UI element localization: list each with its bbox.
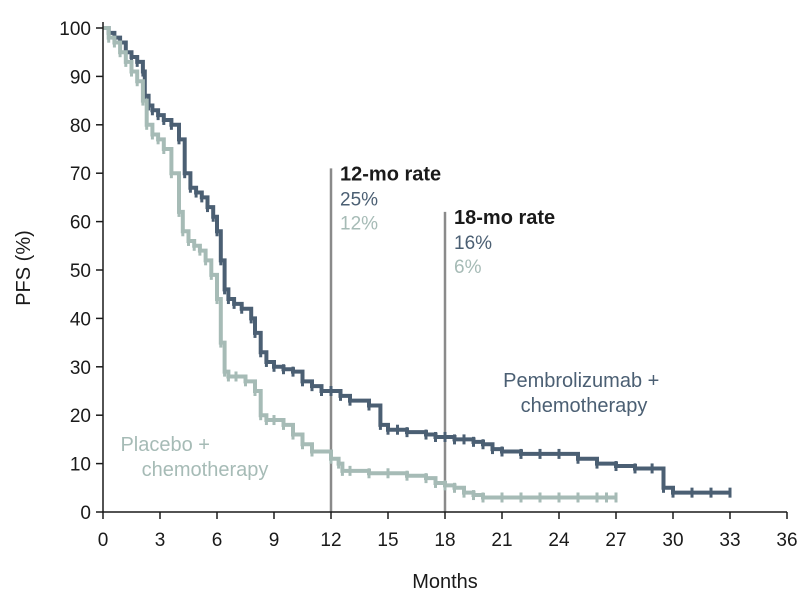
- rate-annotations: 12-mo rate 25% 12% 18-mo rate 16% 6%: [340, 163, 555, 278]
- tick-labels: 0 3 6 9 12 15 18 21 24 27 30 33 36010203040506070809…: [59, 19, 797, 551]
- annotation-title-12mo: 12-mo rate: [340, 163, 441, 185]
- annotation-value-12mo-pembrolizumab: 25%: [340, 189, 378, 210]
- y-tick-label: 100: [59, 19, 91, 40]
- y-tick-label: 0: [80, 503, 91, 524]
- y-axis-title: PFS (%): [13, 230, 35, 306]
- x-tick-label: 12: [320, 530, 341, 551]
- y-tick-label: 90: [70, 67, 91, 88]
- y-tick-label: 20: [70, 406, 91, 427]
- x-tick-label: 9: [269, 530, 280, 551]
- y-tick-label: 30: [70, 358, 91, 379]
- survival-curves: [103, 26, 732, 503]
- x-tick-label: 6: [212, 530, 223, 551]
- series-label-placebo-line1: Placebo +: [120, 434, 210, 456]
- y-tick-label: 60: [70, 213, 91, 234]
- x-axis-title: Months: [412, 571, 478, 593]
- annotation-value-18mo-placebo: 6%: [454, 257, 482, 278]
- x-tick-label: 36: [776, 530, 797, 551]
- series-label-pembrolizumab-line1: Pembrolizumab +: [503, 370, 659, 392]
- x-tick-label: 30: [662, 530, 683, 551]
- series-label-placebo-line2: chemotherapy: [142, 459, 269, 481]
- x-tick-label: 33: [719, 530, 740, 551]
- x-tick-label: 15: [377, 530, 398, 551]
- series-label-pembrolizumab-line2: chemotherapy: [521, 395, 648, 417]
- y-tick-label: 40: [70, 309, 91, 330]
- y-tick-label: 10: [70, 455, 91, 476]
- x-tick-label: 21: [491, 530, 512, 551]
- y-tick-label: 70: [70, 164, 91, 185]
- y-tick-label: 80: [70, 116, 91, 137]
- x-tick-label: 24: [548, 530, 570, 551]
- x-tick-label: 0: [98, 530, 109, 551]
- x-tick-label: 18: [434, 530, 455, 551]
- x-tick-label: 27: [605, 530, 626, 551]
- annotation-title-18mo: 18-mo rate: [454, 207, 555, 229]
- x-tick-label: 3: [155, 530, 166, 551]
- series-label-pembrolizumab: Pembrolizumab + chemotherapy: [503, 370, 665, 417]
- y-tick-label: 50: [70, 261, 91, 282]
- series-line-pembrolizumab: [103, 26, 730, 495]
- annotation-value-12mo-placebo: 12%: [340, 213, 378, 234]
- series-line-placebo: [103, 26, 616, 500]
- series-label-placebo: Placebo + chemotherapy: [120, 434, 268, 481]
- annotation-value-18mo-pembrolizumab: 16%: [454, 233, 492, 254]
